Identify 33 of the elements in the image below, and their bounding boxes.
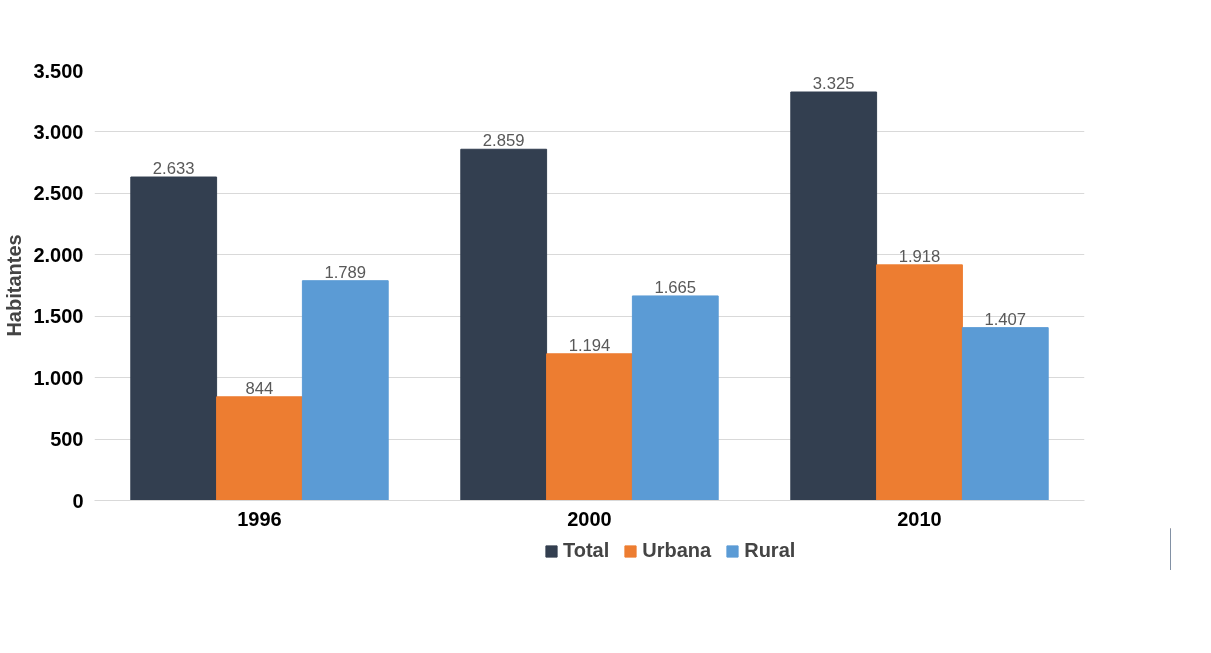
data-label: 2.633 [152,159,195,179]
y-tick-label: 1.500 [33,305,84,328]
data-label: 1.918 [898,246,941,266]
y-tick-label: 0 [72,489,84,512]
data-label: 2.859 [482,131,525,151]
bar [130,176,218,501]
legend-label: Urbana [642,539,712,562]
data-label: 1.665 [654,277,697,297]
y-axis-title: Habitantes [3,234,26,337]
bar [876,264,963,501]
data-label: 1.789 [324,262,367,282]
y-tick-label: 2.500 [33,182,84,205]
y-tick-label: 2.000 [33,243,84,266]
bar [216,396,303,501]
legend-label: Total [563,539,610,562]
y-tick-label: 1.000 [33,366,84,389]
bar [961,327,1049,501]
bar [790,91,878,501]
bar [460,148,548,501]
x-tick-label: 2000 [567,507,612,530]
bar [631,295,719,501]
y-tick-label: 3.000 [33,120,84,143]
data-label: 3.325 [812,74,855,93]
data-label: 844 [245,378,274,398]
data-label: 1.194 [568,335,611,355]
legend-label: Rural [744,539,796,562]
y-tick-label: 3.500 [33,59,84,82]
y-tick-label: 500 [50,428,84,451]
bar [546,353,633,501]
x-tick-label: 1996 [237,507,282,530]
bar [301,280,389,501]
x-tick-label: 2010 [897,507,942,530]
data-label: 1.407 [984,309,1027,329]
